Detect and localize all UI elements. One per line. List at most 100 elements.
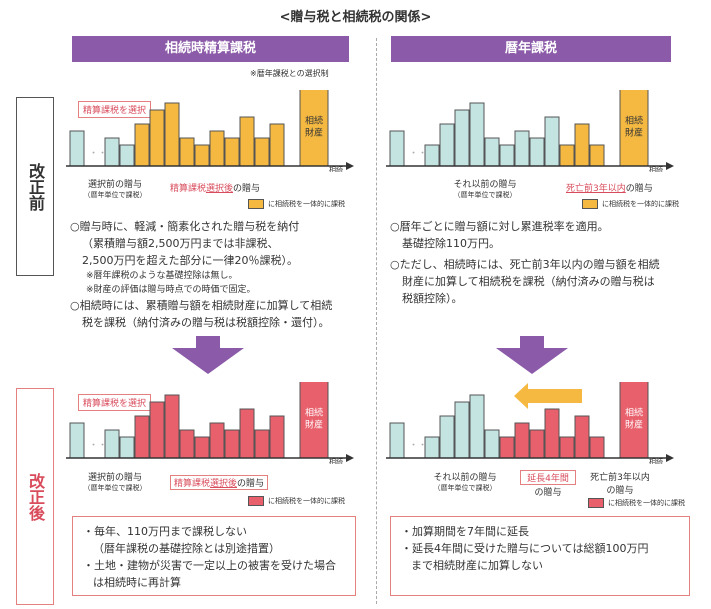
label-recent-ar: 死亡前3年以内 の贈与 — [580, 470, 660, 496]
page-title: <贈与税と相続税の関係> — [279, 10, 432, 25]
bullet-line: 税額控除）。 — [402, 292, 463, 305]
inheritance-label: 財産 — [305, 419, 323, 431]
box-line: （暦年課税の基礎控除とは別途措置） — [93, 542, 280, 555]
box-line: ・延長4年間に受けた贈与については総額100万円 — [401, 542, 649, 555]
bullet-line: ○暦年ごとに贈与額に対し累進税率を適用。 — [390, 220, 609, 233]
chart-bar — [439, 123, 455, 167]
inheritance-label: 財産 — [625, 419, 643, 431]
legend-swatch — [588, 498, 604, 508]
chart-bar — [69, 422, 85, 459]
box-line: ・毎年、110万円まで課税しない — [83, 525, 247, 538]
left-note: ※暦年課税との選択制 — [250, 69, 329, 78]
chart-bar — [149, 109, 165, 167]
chart-bar — [424, 436, 440, 459]
legend-swatch — [248, 199, 264, 209]
left-column-header: 相続時精算課税 — [72, 36, 349, 62]
label-after-post: の贈与 — [233, 184, 261, 194]
chart-bar — [209, 130, 225, 167]
label-after-bl: 精算課税選択後の贈与 — [170, 181, 260, 194]
bullet-line: 税を課税（納付済みの贈与税は税額控除・還付）。 — [82, 316, 330, 329]
down-arrow-right-icon — [496, 348, 568, 374]
box-line: ・土地・建物が災害で一定以上の被害を受けた場合 — [83, 559, 336, 572]
inheritance-label: 相続 — [305, 407, 323, 419]
chart-bar — [484, 137, 500, 167]
ellipsis-dots: ・・・ — [89, 149, 116, 159]
text-before-right: ○暦年ごとに贈与額に対し累進税率を適用。 基礎控除110万円。 ○ただし、相続時… — [390, 218, 690, 307]
legend-text: に相続税を一体的に課税 — [608, 499, 685, 507]
bullet-line: 基礎控除110万円。 — [402, 237, 500, 250]
side-label-after: 改正後 — [16, 388, 54, 605]
box-line: まで相続財産に加算しない — [411, 559, 543, 572]
label-after-em: 選択後 — [206, 184, 234, 194]
chart-bar — [544, 116, 560, 167]
label-prior-text: それ以前の贈与 — [453, 180, 517, 190]
box-after-left: ・毎年、110万円まで課税しない （暦年課税の基礎控除とは別途措置） ・土地・建… — [72, 516, 356, 596]
chart-bar — [454, 401, 470, 459]
left-arrow-icon — [514, 383, 582, 409]
text-before-left: ○贈与時に、軽減・簡素化された贈与税を納付 （累積贈与額2,500万円までは非課… — [70, 218, 360, 331]
chart-bar — [484, 429, 500, 459]
chart-bar — [134, 415, 150, 459]
label-prior-al: 選択前の贈与 （暦年単位で課税） — [70, 470, 160, 493]
down-arrow-stem-right — [520, 336, 544, 348]
legend-text: に相続税を一体的に課税 — [268, 200, 345, 208]
label-prior-sub: （暦年単位で課税） — [433, 484, 497, 492]
inheritance-label: 相続 — [305, 115, 323, 127]
label-recent: 死亡前3年以内 — [590, 473, 650, 483]
chart-bar — [544, 408, 560, 459]
label-ext-ar: 延長4年間 の贈与 — [520, 470, 576, 498]
inheritance-label: 財産 — [625, 127, 643, 139]
legend-text: に相続税を一体的に課税 — [268, 497, 345, 505]
bullet-line: 2,500万円を超えた部分に一律20％課税）。 — [82, 254, 298, 267]
label-prior-text: それ以前の贈与 — [433, 473, 497, 483]
chart-bar — [559, 144, 575, 167]
chart-bar — [454, 109, 470, 167]
chart-bar — [119, 144, 135, 167]
chart-bar — [424, 144, 440, 167]
label-prior-text: 選択前の贈与 — [87, 473, 142, 483]
inheritance-label: 相続 — [625, 407, 643, 419]
box-line: ・加算期間を7年間に延長 — [401, 525, 529, 538]
label-prior-bl: 選択前の贈与 （暦年単位で課税） — [70, 177, 160, 200]
chart-bar — [389, 130, 405, 167]
down-arrow-left-icon — [172, 348, 244, 374]
label-prior-ar: それ以前の贈与 （暦年単位で課税） — [420, 470, 510, 493]
chart-bar — [179, 137, 195, 167]
bullet-line: ○贈与時に、軽減・簡素化された贈与税を納付 — [70, 220, 300, 233]
chart-bar — [104, 137, 120, 167]
legend-swatch — [582, 199, 598, 209]
axis-label: 相続 — [329, 457, 343, 464]
label-after-pre: 精算課税 — [170, 184, 207, 194]
chart-bar — [589, 144, 605, 167]
axis-label: 相続 — [649, 457, 663, 464]
chart-bar — [499, 436, 515, 459]
bullet-line: （累積贈与額2,500万円までは非課税、 — [82, 237, 279, 250]
label-prior-sub: （暦年単位で課税） — [453, 191, 517, 199]
legend-swatch — [248, 496, 264, 506]
bullet-line: ○相続時には、累積贈与額を相続財産に加算して相続 — [70, 299, 333, 312]
x-axis-arrowhead — [666, 454, 674, 462]
chart-bar — [269, 415, 285, 459]
x-axis-arrowhead — [346, 454, 354, 462]
chart-bar — [574, 415, 590, 459]
chart-bar — [529, 429, 545, 459]
right-column-header: 暦年課税 — [391, 36, 671, 62]
chart-bar — [514, 130, 530, 167]
legend-ar: に相続税を一体的に課税 — [588, 498, 685, 508]
chart-bar — [254, 429, 270, 459]
inheritance-bar — [299, 90, 329, 167]
chart-bar — [389, 422, 405, 459]
chart-bar — [439, 415, 455, 459]
chart-bar — [514, 422, 530, 459]
chart-bar — [224, 137, 240, 167]
chart-bar — [194, 144, 210, 167]
chart-bar — [119, 436, 135, 459]
label-recent-post: の贈与 — [606, 486, 634, 496]
column-divider — [376, 38, 377, 604]
label-prior-text: 選択前の贈与 — [87, 180, 142, 190]
chart-bar — [164, 102, 180, 167]
